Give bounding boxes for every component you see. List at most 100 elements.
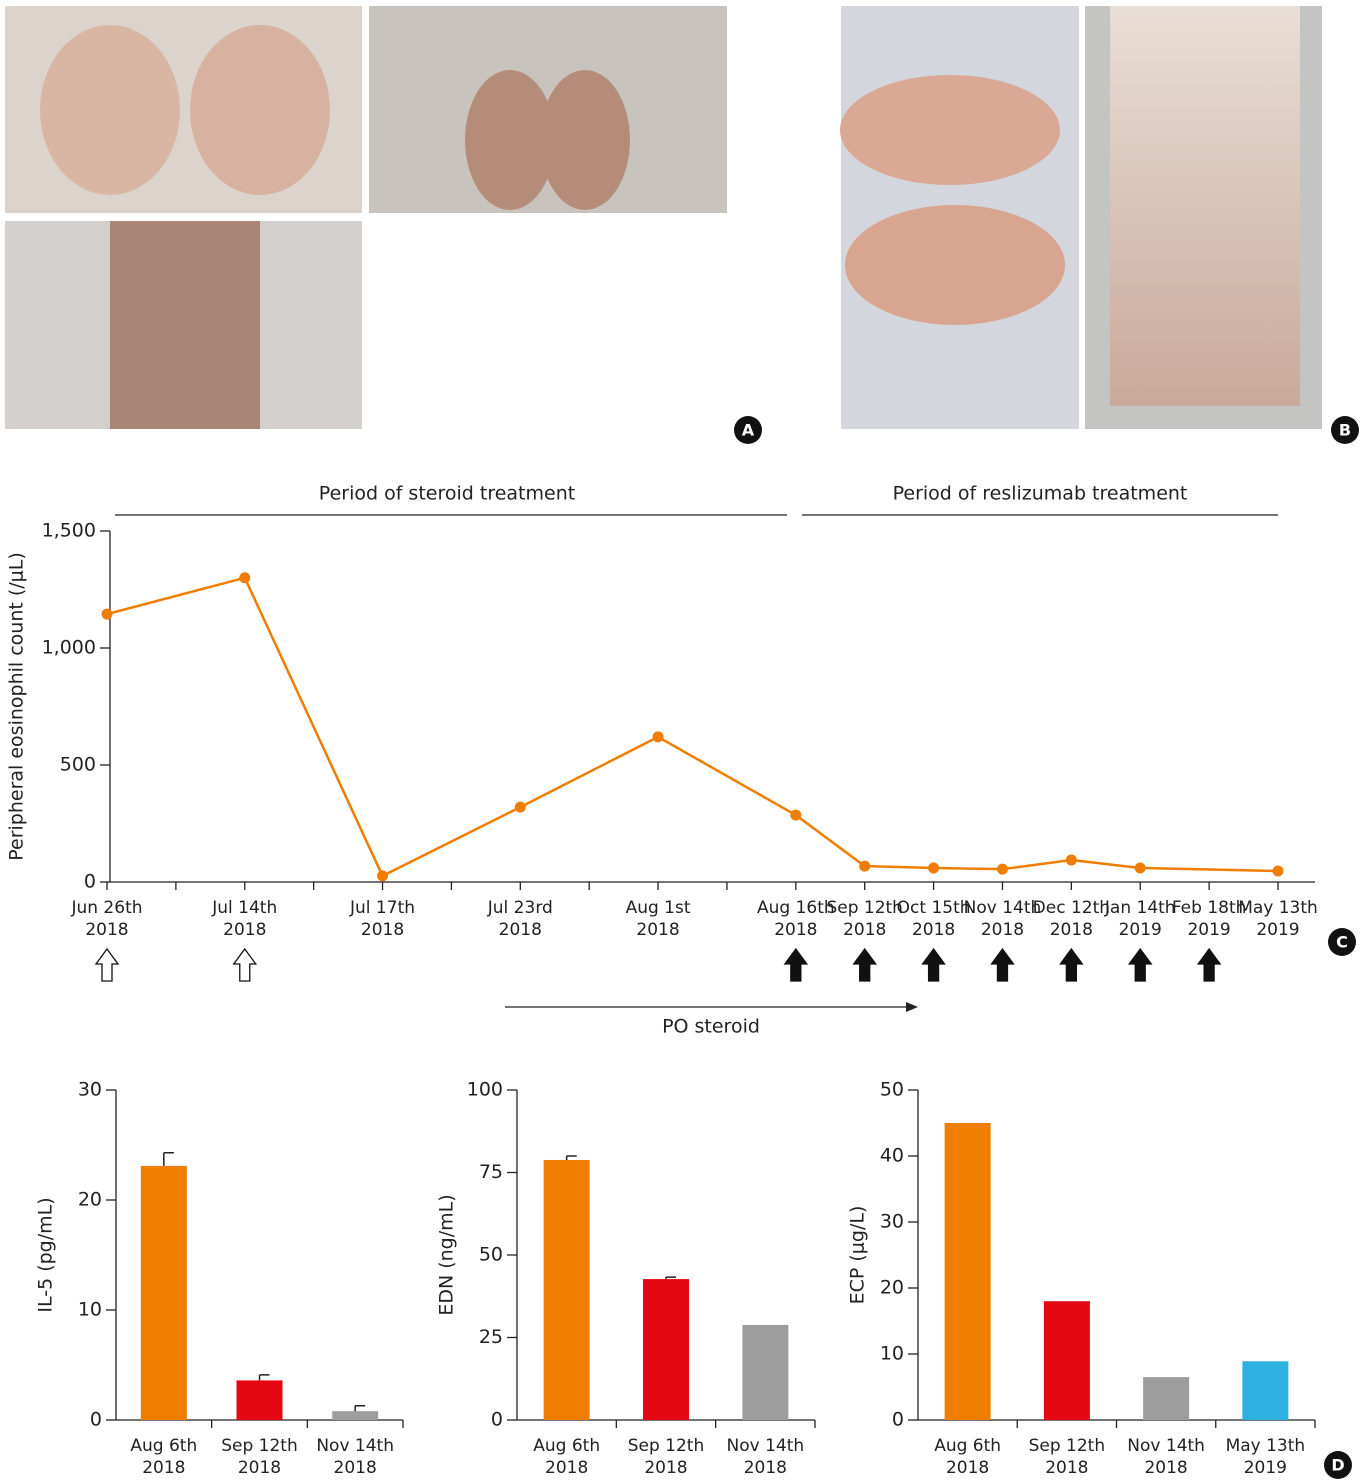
x-tick-label: 2018 (1144, 1458, 1187, 1478)
y-tick-label: 10 (880, 1343, 904, 1365)
panel-label: A (742, 421, 755, 440)
x-tick-label: Jan 14th (1104, 898, 1176, 918)
x-tick-label: Oct 15th (897, 898, 971, 918)
x-tick-label: 2018 (1050, 920, 1093, 940)
photo-detail (1110, 6, 1300, 406)
dose-arrow (990, 947, 1015, 982)
x-tick-label: Aug 1st (626, 898, 691, 918)
error-bar (665, 1276, 676, 1280)
x-tick-label: Sep 12th (221, 1436, 298, 1456)
point (1272, 865, 1284, 877)
y-tick-label: 30 (880, 1211, 904, 1233)
y-tick-label: 100 (467, 1079, 503, 1101)
photo-detail (540, 70, 630, 210)
x-tick-label: Sep 12th (628, 1436, 705, 1456)
dose-arrow (852, 947, 877, 982)
y-axis-title: IL-5 (pg/mL) (35, 1197, 57, 1312)
y-tick-label: 50 (479, 1244, 503, 1266)
x-tick-label: Nov 14th (1127, 1436, 1205, 1456)
bar (643, 1279, 689, 1420)
x-tick-label: 2018 (946, 1458, 989, 1478)
y-tick-label: 25 (479, 1326, 503, 1348)
open-arrow (94, 947, 120, 982)
bar (944, 1123, 991, 1420)
y-tick-label: 50 (880, 1079, 904, 1101)
x-tick-label: 2018 (843, 920, 886, 940)
point (859, 860, 871, 872)
photo-detail (110, 221, 260, 429)
x-tick-label: Jul 17th (349, 898, 415, 918)
panel-badge (1331, 416, 1359, 444)
dose-arrow (1196, 947, 1222, 982)
y-tick-label: 20 (78, 1189, 102, 1211)
bar (140, 1165, 187, 1420)
bar (1143, 1377, 1190, 1420)
point (928, 862, 940, 874)
error-bar (565, 1155, 577, 1160)
point (514, 801, 526, 813)
x-tick-label: Nov 14th (727, 1436, 805, 1456)
point (101, 608, 113, 620)
x-tick-label: Nov 14th (964, 898, 1042, 918)
y-axis-title: ECP (μg/L) (847, 1206, 869, 1305)
x-tick-label: Aug 6th (130, 1436, 197, 1456)
y-tick-label: 75 (479, 1161, 503, 1183)
y-axis-title: Peripheral eosinophil count (/μL) (6, 552, 28, 861)
x-tick-label: 2018 (1045, 1458, 1088, 1478)
y-tick-label: 20 (880, 1277, 904, 1299)
x-tick-label: 2018 (644, 1458, 687, 1478)
y-tick-label: 0 (90, 1409, 102, 1431)
x-tick-label: 2018 (85, 920, 128, 940)
y-tick-label: 500 (60, 754, 96, 776)
x-tick-label: 2019 (1187, 920, 1230, 940)
x-tick-label: 2018 (774, 920, 817, 940)
x-tick-label: 2018 (361, 920, 404, 940)
bar (1242, 1361, 1289, 1420)
x-tick-label: 2018 (636, 920, 679, 940)
point (1134, 862, 1146, 874)
dose-arrow (1127, 947, 1153, 982)
error-bar (354, 1404, 366, 1412)
y-tick-label: 30 (78, 1079, 102, 1101)
x-tick-label: Dec 12th (1033, 898, 1110, 918)
y-tick-label: 1,000 (42, 637, 96, 659)
photo-detail (840, 75, 1060, 185)
x-tick-label: 2018 (981, 920, 1024, 940)
point (377, 870, 389, 882)
x-tick-label: 2018 (499, 920, 542, 940)
panel-badge (1328, 928, 1356, 956)
x-tick-label: Feb 18th (1172, 898, 1247, 918)
x-tick-label: 2018 (223, 920, 266, 940)
y-tick-label: 40 (880, 1145, 904, 1167)
po-arrow-head (906, 1002, 918, 1012)
panel-label: B (1339, 421, 1351, 440)
annotation: PO steroid (662, 1016, 760, 1038)
photo-detail (40, 25, 180, 195)
x-tick-label: Sep 12th (826, 898, 903, 918)
error-bar (163, 1151, 174, 1166)
x-tick-label: 2018 (238, 1458, 281, 1478)
y-tick-label: 1,500 (42, 520, 96, 542)
open-arrow (232, 947, 258, 982)
x-tick-label: 2019 (1256, 920, 1299, 940)
x-tick-label: Jul 14th (211, 898, 277, 918)
x-tick-label: Jul 23rd (487, 898, 553, 918)
x-tick-label: Aug 16th (757, 898, 835, 918)
bar (543, 1159, 590, 1420)
photo-detail (190, 25, 330, 195)
period-label: Period of reslizumab treatment (893, 483, 1188, 505)
dose-arrow (783, 947, 809, 982)
x-tick-label: Aug 6th (934, 1436, 1001, 1456)
point (652, 731, 664, 743)
y-axis-title: EDN (ng/mL) (436, 1194, 458, 1315)
period-label: Period of steroid treatment (319, 483, 575, 505)
x-tick-label: May 13th (1226, 1436, 1306, 1456)
y-tick-label: 0 (491, 1409, 503, 1431)
x-tick-label: May 13th (1238, 898, 1318, 918)
x-tick-label: 2019 (1244, 1458, 1287, 1478)
panel-badge (1324, 1451, 1352, 1479)
bar (332, 1411, 379, 1420)
panel-label: D (1331, 1456, 1344, 1475)
x-tick-label: 2019 (1119, 920, 1162, 940)
